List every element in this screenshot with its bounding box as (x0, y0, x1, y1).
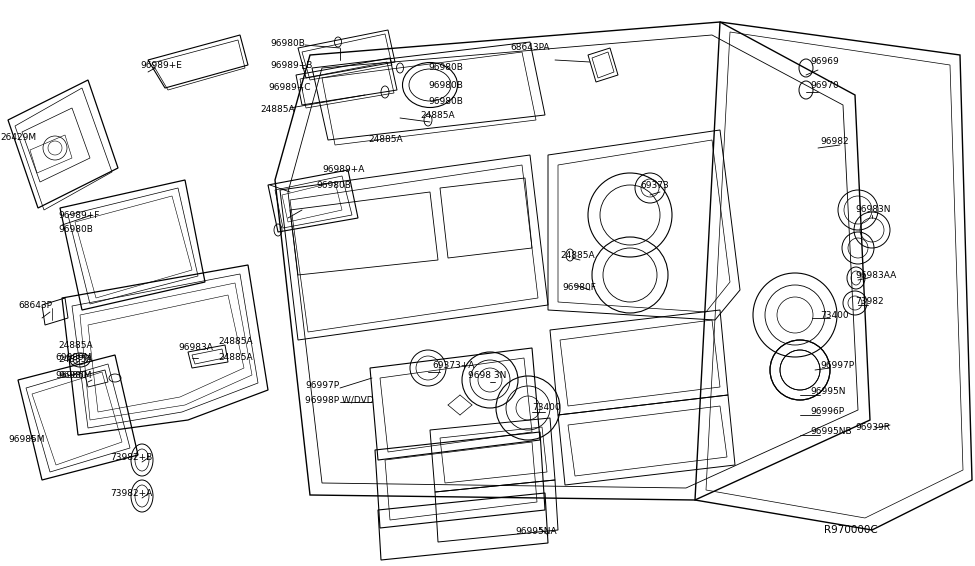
Text: 96995N: 96995N (810, 388, 845, 397)
Text: 73982+B: 73982+B (110, 453, 152, 462)
Text: 96983A: 96983A (178, 344, 213, 353)
Text: 96983AA: 96983AA (855, 271, 896, 280)
Text: 96980B: 96980B (428, 97, 463, 106)
Text: 96985M: 96985M (8, 435, 45, 444)
Text: 9698 3N: 9698 3N (468, 371, 506, 379)
Text: 24885A: 24885A (560, 251, 595, 259)
Text: 96980B: 96980B (316, 182, 351, 191)
Text: 96982: 96982 (820, 138, 848, 147)
Text: 26429M: 26429M (0, 134, 36, 143)
Text: 96980F: 96980F (562, 284, 596, 293)
Text: 96980B: 96980B (428, 80, 463, 89)
Text: 96980B: 96980B (270, 38, 305, 48)
Text: 73400: 73400 (820, 311, 848, 319)
Text: R970000C: R970000C (824, 525, 878, 535)
Text: 24885A: 24885A (58, 355, 93, 365)
Text: 24885A: 24885A (218, 354, 253, 362)
Text: 96997P: 96997P (820, 361, 854, 370)
Text: 24885A: 24885A (420, 110, 454, 119)
Text: 96969: 96969 (810, 58, 838, 66)
Text: 24885A: 24885A (218, 337, 253, 346)
Text: 24885A: 24885A (368, 135, 403, 144)
Text: 68643PA: 68643PA (510, 44, 550, 53)
Text: 73982+A: 73982+A (110, 490, 152, 499)
Text: 73982: 73982 (855, 298, 883, 307)
Text: 96980B: 96980B (58, 225, 93, 234)
Text: 96989+C: 96989+C (268, 84, 310, 92)
Text: 96998P W/DVD: 96998P W/DVD (305, 396, 373, 405)
Text: 96989+F: 96989+F (58, 211, 99, 220)
Text: 69889M: 69889M (55, 354, 92, 362)
Text: 24885A: 24885A (58, 341, 93, 349)
Text: 24885A: 24885A (260, 105, 294, 114)
Text: 96995NA: 96995NA (515, 528, 557, 537)
Text: 96939R: 96939R (855, 423, 890, 432)
Text: 96980B: 96980B (428, 63, 463, 72)
Text: 73400: 73400 (532, 404, 561, 413)
Text: 96983N: 96983N (855, 205, 890, 215)
Text: 96989+B: 96989+B (270, 61, 312, 70)
Text: 96995NB: 96995NB (810, 427, 851, 436)
Text: 69373+A: 69373+A (432, 361, 475, 370)
Text: 96986M: 96986M (55, 371, 92, 379)
Text: 96997P: 96997P (305, 380, 339, 389)
Text: 96970: 96970 (810, 80, 838, 89)
Text: 96996P: 96996P (810, 408, 844, 417)
Text: 96989+E: 96989+E (140, 61, 182, 70)
Text: 69373: 69373 (640, 181, 669, 190)
Text: 96989+A: 96989+A (322, 165, 365, 174)
Text: 96980: 96980 (58, 371, 87, 379)
Text: 68643P: 68643P (18, 301, 52, 310)
